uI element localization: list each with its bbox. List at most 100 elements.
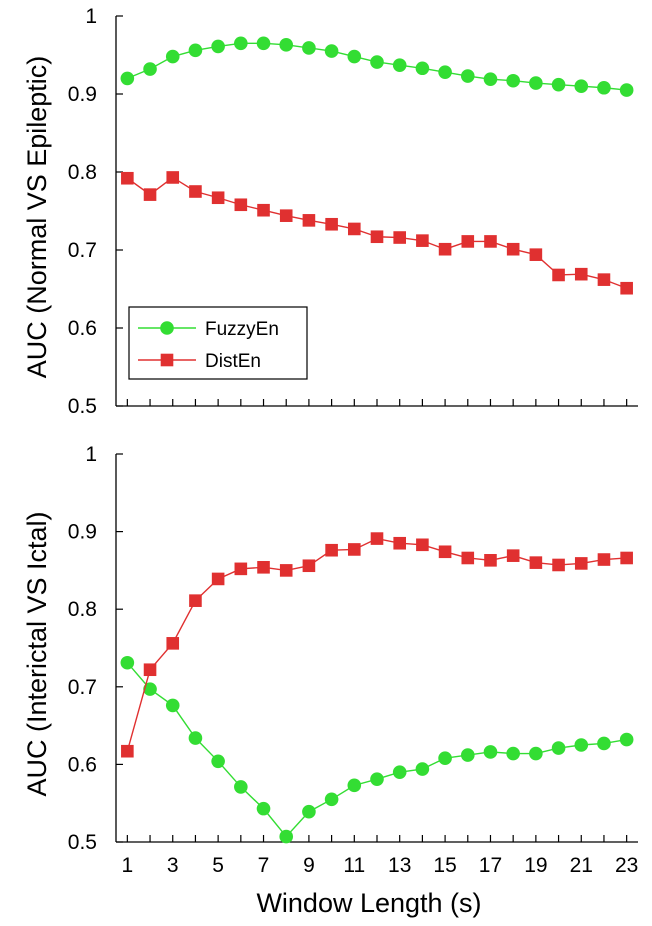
bottom-disten-point xyxy=(597,553,611,566)
bottom-fuzzyen-point xyxy=(483,745,498,759)
bottom-fuzzyen-point xyxy=(529,746,543,761)
bottom-disten-point xyxy=(370,532,384,545)
top-disten-point xyxy=(597,273,611,286)
top-disten-point xyxy=(121,171,134,185)
top-fuzzyen-point xyxy=(234,36,248,51)
top-disten-point xyxy=(302,214,316,227)
bottom-x-tick-label: 5 xyxy=(212,854,224,877)
panel-normal-vs-epileptic: 0.5 0.6 0.7 0.8 0.9 1 AUC (Normal VS Epileptic… xyxy=(22,5,638,418)
top-disten-point xyxy=(574,267,588,281)
top-disten-point xyxy=(416,234,429,247)
bottom-disten-point xyxy=(302,559,316,573)
legend-disten-label: DistEn xyxy=(205,351,261,372)
bottom-disten-point xyxy=(393,536,406,550)
bottom-x-tick-label: 3 xyxy=(167,854,179,877)
bottom-disten-point xyxy=(574,557,588,570)
bottom-disten-point xyxy=(506,549,520,562)
top-disten-point xyxy=(325,217,338,231)
top-disten-point xyxy=(143,188,157,201)
bottom-y-tick-label: 0.7 xyxy=(68,676,97,699)
bottom-x-tick-label: 1 xyxy=(122,854,134,877)
top-y-tick-label: 0.9 xyxy=(68,83,97,106)
bottom-x-tick-label: 21 xyxy=(570,854,593,877)
bottom-fuzzyen-point xyxy=(460,748,475,762)
top-fuzzyen-point xyxy=(529,76,543,90)
bottom-disten-point xyxy=(257,560,270,574)
top-fuzzyen-point xyxy=(302,41,316,55)
top-fuzzyen-point xyxy=(370,55,384,69)
bottom-fuzzyen-point xyxy=(551,741,566,755)
bottom-fuzzyen-point xyxy=(438,751,452,765)
top-fuzzyen-point xyxy=(188,43,203,58)
bottom-fuzzyen-point xyxy=(370,772,384,786)
top-disten-point xyxy=(461,235,475,248)
top-disten-point xyxy=(189,185,202,198)
top-y-tick-label: 1 xyxy=(85,5,97,28)
bottom-disten-point xyxy=(325,543,338,557)
legend-box xyxy=(128,306,308,380)
top-fuzzyen-point xyxy=(324,44,339,58)
top-fuzzyen-point xyxy=(619,83,634,97)
top-y-tick-label: 0.7 xyxy=(68,239,97,262)
top-fuzzyen-point xyxy=(597,80,611,95)
top-fuzzyen-point xyxy=(460,69,475,83)
bottom-disten-point xyxy=(552,558,565,572)
bottom-disten-point xyxy=(166,637,180,650)
top-fuzzyen-point xyxy=(256,36,271,51)
top-fuzzyen-point xyxy=(143,62,157,76)
top-fuzzyen-point xyxy=(506,73,520,88)
bottom-disten-point xyxy=(189,594,202,607)
bottom-disten-point xyxy=(438,545,452,559)
bottom-disten-point xyxy=(529,556,543,569)
top-disten-point xyxy=(279,209,293,222)
bottom-x-tick-label: 15 xyxy=(433,854,456,877)
top-y-tick-label: 0.6 xyxy=(68,317,97,340)
top-disten-point xyxy=(438,242,452,256)
bottom-y-tick-label: 0.8 xyxy=(68,598,97,621)
top-fuzzyen-point xyxy=(574,79,589,93)
bottom-x-tick-label: 11 xyxy=(343,854,365,877)
bottom-fuzzyen-point xyxy=(188,731,203,745)
bottom-fuzzyen-point xyxy=(574,738,589,752)
top-fuzzyen-point xyxy=(415,61,430,76)
legend-disten-marker xyxy=(160,353,174,367)
bottom-disten-point xyxy=(620,551,633,565)
bottom-y-tick-label: 1 xyxy=(85,443,97,466)
top-disten-point xyxy=(370,230,384,244)
bottom-x-tick-label: 9 xyxy=(303,854,315,877)
bottom-fuzzyen-point xyxy=(347,778,362,793)
bottom-y-tick-label: 0.5 xyxy=(68,831,97,854)
bottom-disten-point xyxy=(484,554,497,567)
bottom-disten-point xyxy=(234,562,248,576)
bottom-fuzzyen-point xyxy=(324,792,339,807)
bottom-fuzzyen-point xyxy=(302,804,316,819)
top-fuzzyen-point xyxy=(392,58,407,72)
top-fuzzyen-point xyxy=(347,49,362,64)
top-disten-point xyxy=(211,191,225,205)
top-disten-point xyxy=(484,235,497,248)
bottom-fuzzyen-point xyxy=(120,655,135,670)
bottom-disten-point xyxy=(416,538,429,552)
top-disten-point xyxy=(257,203,270,217)
bottom-disten-point xyxy=(211,572,225,586)
top-disten-point xyxy=(552,268,565,282)
top-disten-point xyxy=(166,171,180,184)
bottom-x-axis-title: Window Length (s) xyxy=(256,888,481,918)
top-fuzzyen-point xyxy=(438,65,452,79)
bottom-x-tick-label: 13 xyxy=(388,854,411,877)
top-fuzzyen-point xyxy=(120,71,135,86)
panel-interictal-vs-ictal: 0.50.60.70.80.911 3 5 7 9 11 13 15 17 19 21 23Windo… xyxy=(22,443,638,918)
bottom-x-tick-label: 23 xyxy=(615,854,638,877)
top-disten-point xyxy=(529,248,543,261)
bottom-disten-point xyxy=(348,543,361,556)
top-fuzzyen-point xyxy=(551,77,566,92)
bottom-fuzzyen-point xyxy=(506,746,520,761)
bottom-fuzzyen-point xyxy=(165,698,180,713)
top-y-axis-title: AUC (Normal VS Epileptic) xyxy=(22,56,52,379)
bottom-disten-point xyxy=(461,551,475,565)
bottom-disten-point xyxy=(143,663,157,677)
top-disten-point xyxy=(234,198,248,212)
bottom-fuzzyen-point xyxy=(143,682,157,696)
bottom-y-axis-title: AUC (Interictal VS Ictal) xyxy=(22,511,52,796)
